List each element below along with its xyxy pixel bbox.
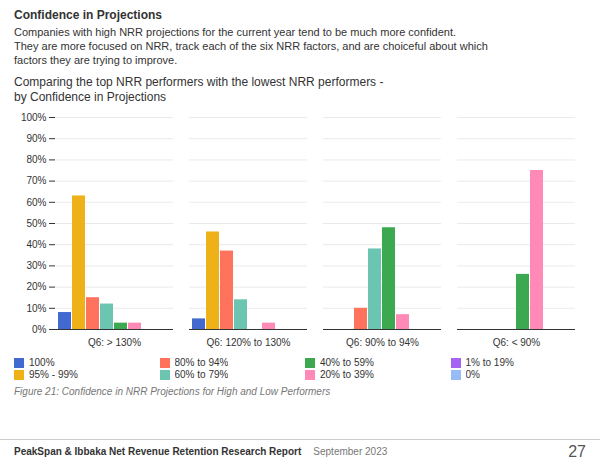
html-text:Companies with high NRR projec: Companies with high NRR projections for … (14, 26, 457, 38)
svg-text:60%: 60% (26, 197, 46, 208)
html-text:40% to 59%: 40% to 59% (320, 357, 374, 368)
svg-text:0%: 0% (32, 324, 47, 335)
html-text:27: 27 (568, 442, 586, 460)
html-text:September 2023: September 2023 (313, 446, 388, 457)
svg-text:100%: 100% (21, 112, 47, 123)
html-text:0%: 0% (465, 369, 480, 380)
svg-text:90%: 90% (26, 133, 46, 144)
html-text:They are more focused on NRR,: They are more focused on NRR, track each… (14, 40, 488, 52)
svg-text:Q6: < 90%: Q6: < 90% (493, 337, 541, 348)
html-text:20% to 39%: 20% to 39% (320, 369, 374, 380)
html-text:Figure 21: Confidence in NRR P: Figure 21: Confidence in NRR Projections… (14, 386, 331, 397)
svg-text:10%: 10% (26, 303, 46, 314)
svg-text:70%: 70% (26, 175, 46, 186)
html-text:60% to 79%: 60% to 79% (174, 369, 229, 380)
svg-text:Q6: 90% to 94%: Q6: 90% to 94% (346, 337, 419, 348)
svg-text:80%: 80% (26, 154, 46, 165)
html-text:80% to 94%: 80% to 94% (174, 357, 229, 368)
html-text:1% to 19%: 1% to 19% (465, 357, 514, 368)
svg-text:Q6: > 130%: Q6: > 130% (88, 337, 141, 348)
html-text:100%: 100% (29, 357, 55, 368)
html-text:95% - 99%: 95% - 99% (29, 369, 78, 380)
html-text:factors they are trying to imp: factors they are trying to improve. (14, 54, 178, 66)
svg-text:30%: 30% (26, 260, 46, 271)
svg-text:20%: 20% (26, 281, 46, 292)
svg-text:50%: 50% (26, 218, 46, 229)
html-text:Comparing the top NRR performe: Comparing the top NRR performers with th… (14, 75, 384, 104)
svg-text:40%: 40% (26, 239, 46, 250)
html-text:PeakSpan & Ibbaka Net Revenue: PeakSpan & Ibbaka Net Revenue Retention … (14, 446, 302, 457)
svg-text:Q6: 120% to 130%: Q6: 120% to 130% (207, 337, 291, 348)
html-text:Confidence in Projections: Confidence in Projections (14, 8, 162, 22)
